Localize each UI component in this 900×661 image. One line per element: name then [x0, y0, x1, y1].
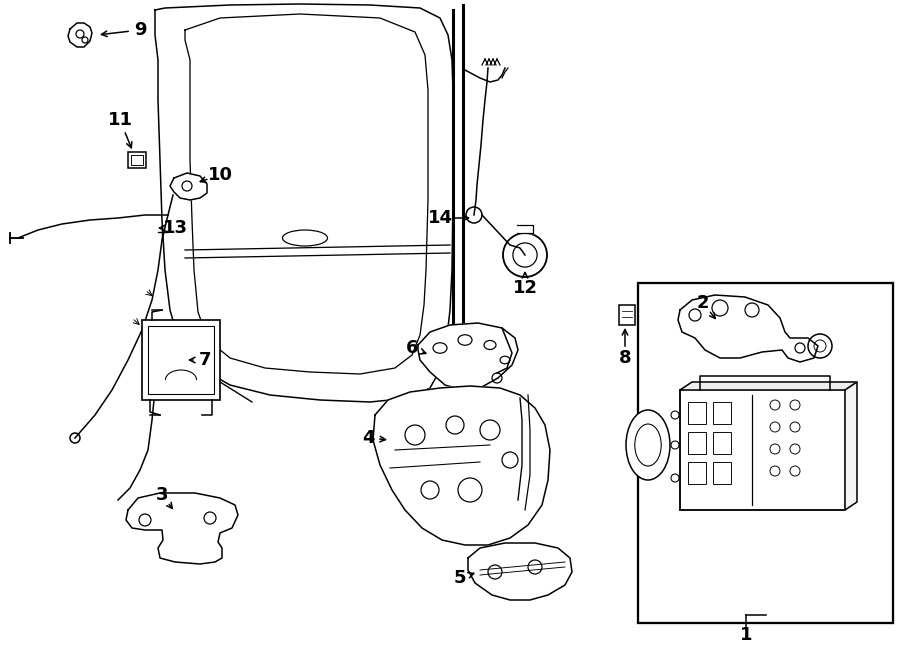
Polygon shape	[155, 4, 453, 402]
Ellipse shape	[626, 410, 670, 480]
Text: 12: 12	[512, 279, 537, 297]
Bar	[713, 402, 731, 424]
Text: 7: 7	[199, 351, 212, 369]
Polygon shape	[468, 543, 572, 600]
Text: 8: 8	[618, 349, 631, 367]
Bar	[128, 152, 146, 168]
Polygon shape	[126, 493, 238, 564]
Bar	[142, 320, 220, 400]
Bar	[713, 462, 731, 484]
Bar	[680, 390, 845, 510]
Bar	[619, 305, 635, 325]
Text: 6: 6	[406, 339, 419, 357]
Text: 9: 9	[134, 21, 146, 39]
Polygon shape	[170, 173, 207, 200]
Circle shape	[671, 474, 679, 482]
Bar	[688, 432, 706, 454]
Polygon shape	[678, 295, 818, 362]
Text: 1: 1	[740, 626, 752, 644]
Circle shape	[671, 411, 679, 419]
Text: 2: 2	[697, 294, 709, 312]
Bar	[713, 432, 731, 454]
Polygon shape	[517, 225, 533, 233]
Polygon shape	[680, 382, 857, 390]
Text: 3: 3	[156, 486, 168, 504]
Bar	[638, 283, 893, 623]
Polygon shape	[845, 382, 857, 510]
Bar	[688, 462, 706, 484]
Text: 14: 14	[428, 209, 453, 227]
Text: 10: 10	[208, 166, 232, 184]
Text: 5: 5	[454, 569, 466, 587]
Polygon shape	[418, 323, 518, 390]
Text: 11: 11	[107, 111, 132, 129]
Text: 13: 13	[163, 219, 187, 237]
Bar	[131, 155, 143, 165]
Text: 4: 4	[362, 429, 374, 447]
Polygon shape	[373, 386, 550, 545]
Polygon shape	[68, 23, 92, 47]
Circle shape	[671, 441, 679, 449]
Bar	[688, 402, 706, 424]
Bar	[148, 326, 214, 394]
